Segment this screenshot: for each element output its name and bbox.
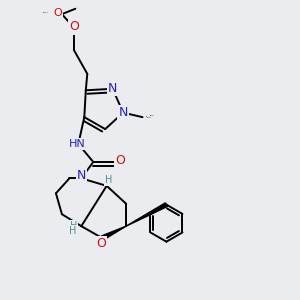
Text: O: O [53, 8, 62, 18]
Text: N: N [108, 82, 117, 95]
Text: O: O [96, 237, 106, 250]
Text: methoxy: methoxy [43, 12, 50, 13]
Text: N: N [76, 169, 86, 182]
Text: HN: HN [68, 139, 85, 149]
Text: N: N [108, 82, 117, 95]
Text: methyl: methyl [146, 116, 150, 117]
Text: methyl: methyl [150, 115, 155, 116]
Text: o: o [70, 21, 78, 34]
Text: methyl: methyl [147, 116, 152, 118]
Text: N: N [118, 106, 128, 119]
Text: O: O [69, 20, 79, 34]
Text: O: O [115, 154, 125, 167]
Text: H: H [104, 175, 112, 185]
Polygon shape [101, 226, 126, 240]
Text: H: H [70, 221, 77, 231]
Text: H: H [69, 226, 76, 236]
Text: N: N [118, 106, 128, 119]
Polygon shape [126, 203, 167, 226]
